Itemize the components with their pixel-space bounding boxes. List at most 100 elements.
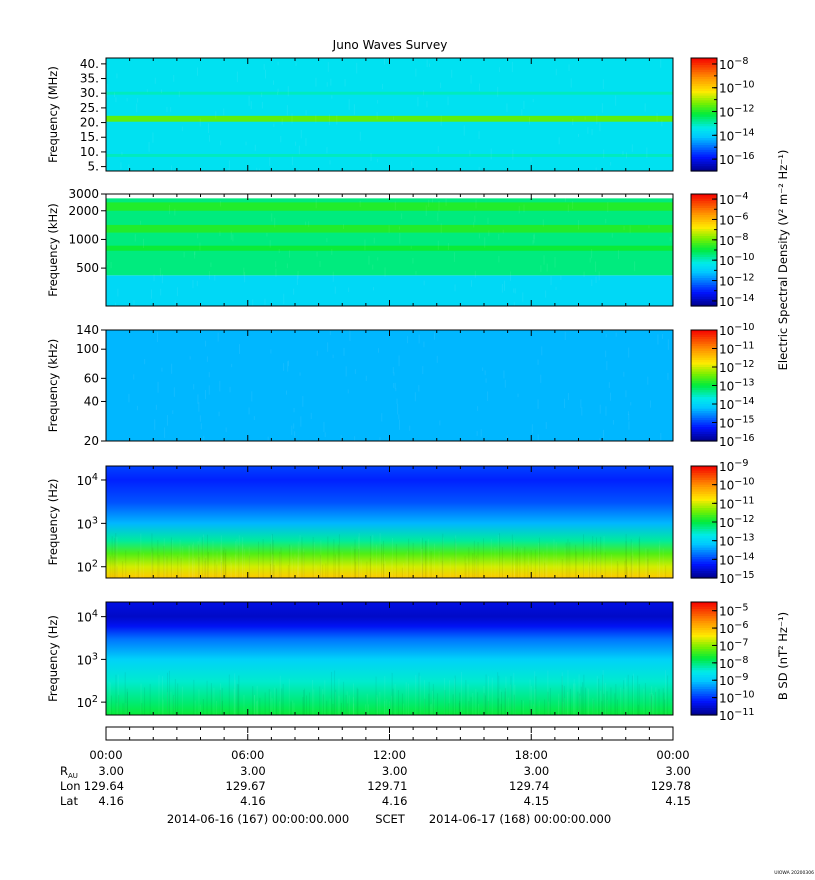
y-tick-label: 102 [77,559,98,575]
colorbar-tick-label: 10−6 [719,620,748,636]
colorbar-lfr-khz: 10−10 10−11 10−12 10−13 10−14 10−15 10−16 [690,322,755,449]
y-tick-label: 30. [80,86,99,100]
y-tick-label: 5. [88,160,99,174]
spectral-band [106,153,673,157]
ephemeris-value: 3.00 [240,764,266,778]
spectral-band [106,245,673,251]
colorbar-electric-hz: 10−9 10−10 10−11 10−12 10−13 10−14 10−15 [690,458,755,586]
colorbar-tick-label: 10−10 [719,690,755,706]
ephemeris-value: 3.00 [382,764,408,778]
end-time-label: 2014-06-17 (168) 00:00:00.000 [429,812,611,826]
y-tick-label: 103 [77,651,98,667]
spectral-field [106,602,673,715]
time-tick-label: 00:00 [89,748,122,762]
y-tick-label: 25. [80,101,99,115]
ephemeris-value: 129.67 [226,779,266,793]
time-axis [105,726,674,741]
ephemeris-value: 129.74 [509,779,549,793]
spectrogram-mhz: 40.35.30.25.20.15.10.5. Frequency (MHz) [46,57,674,174]
y-tick-label: 104 [77,609,98,625]
colorbar-tick-label: 10−14 [719,551,755,567]
y-tick-label: 100 [76,342,99,356]
spectral-field [106,466,673,578]
spectral-band [106,115,673,122]
colorbar-mhz: 10−8 10−10 10−12 10−14 10−16 [690,56,755,172]
colorbar-tick-label: 10−14 [719,127,755,143]
time-tick-label: 06:00 [231,748,264,762]
colorbar-unit-label: B SD (nT² Hz⁻¹) [776,612,790,700]
y-tick-label: 35. [80,72,99,86]
colorbar-tick-label: 10−12 [719,514,755,530]
colorbar-tick-label: 10−15 [719,570,755,586]
ephemeris-value: 4.16 [98,794,124,808]
y-axis-label: Frequency (Hz) [46,615,60,702]
colorbar-tick-label: 10−13 [719,378,755,394]
y-tick-label: 20 [84,434,99,448]
ephemeris-row-label: Lat [60,794,78,808]
spectral-band [106,91,673,95]
colorbar-tick-label: 10−9 [719,458,748,474]
colorbar-tick-label: 10−15 [719,415,755,431]
colorbar-tick-label: 10−8 [719,232,748,248]
y-tick-label: 3000 [68,187,99,201]
spectrogram-image [106,330,673,441]
y-tick-label: 103 [77,515,98,531]
y-tick-label: 40. [80,57,99,71]
colorbar-tick-label: 10−5 [719,603,748,619]
y-tick-label: 500 [76,261,99,275]
y-tick-label: 60 [84,371,99,385]
colorbar-tick-label: 10−12 [719,104,755,120]
colorbar-tick-label: 10−9 [719,672,748,688]
ephemeris-value: 3.00 [524,764,550,778]
ephemeris-value: 3.00 [98,764,124,778]
y-tick-label: 20. [80,116,99,130]
spectral-band [106,202,673,211]
processing-stamp: UIOWA 20200306 [774,870,814,876]
colorbar-tick-label: 10−8 [719,655,748,671]
ephemeris-value: 129.64 [84,779,124,793]
y-tick-label: 104 [77,472,98,488]
colorbar-tick-label: 10−4 [719,191,748,207]
colorbar-tick-label: 10−16 [719,151,755,167]
start-time-label: 2014-06-16 (167) 00:00:00.000 [167,812,349,826]
ephemeris-value: 4.16 [382,794,408,808]
time-frame-label: SCET [375,812,406,826]
y-tick-label: 2000 [68,204,99,218]
spectral-band [106,58,673,171]
colorbar-unit-label: Electric Spectral Density (V² m⁻² Hz⁻¹) [776,150,790,371]
y-tick-label: 102 [77,694,98,710]
colorbar-tick-label: 10−10 [719,477,755,493]
colorbar-tick-label: 10−7 [719,637,748,653]
spectral-band [106,198,673,276]
ephemeris-value: 4.15 [665,794,691,808]
spectrogram-electric-hz: 104 103 102 Frequency (Hz) [46,465,674,579]
colorbar-tick-label: 10−11 [719,495,755,511]
time-tick-label: 12:00 [373,748,406,762]
colorbar-tick-label: 10−6 [719,211,748,227]
spectral-band [106,224,673,233]
colorbar-tick-label: 10−14 [719,396,755,412]
colorbar-tick-label: 10−16 [719,433,755,449]
ephemeris-value: 3.00 [665,764,691,778]
spectrogram-image [106,194,673,306]
y-axis-label: Frequency (kHz) [46,339,60,432]
colorbar-tick-label: 10−12 [719,273,755,289]
y-axis-label: Frequency (Hz) [46,479,60,566]
colorbar-tick-label: 10−11 [719,341,755,357]
colorbar-tick-label: 10−10 [719,80,755,96]
y-tick-label: 140 [76,323,99,337]
y-axis-label: Frequency (MHz) [46,66,60,163]
y-tick-label: 15. [80,130,99,144]
spectrogram-lfr-khz: 140 100 60 40 20 Frequency (kHz) [46,323,674,448]
ephemeris-value: 4.16 [240,794,266,808]
time-tick-label: 00:00 [656,748,689,762]
spectrogram-image [106,58,673,171]
ephemeris-value: 129.78 [651,779,691,793]
colorbar-tick-label: 10−8 [719,56,748,72]
ephemeris-row-label: Lon [60,779,81,793]
spectrogram-hfr-khz: 3000 2000 1000 500 Frequency (kHz) [46,187,674,307]
ephemeris-value: 4.15 [524,794,550,808]
colorbar-tick-label: 10−13 [719,533,755,549]
